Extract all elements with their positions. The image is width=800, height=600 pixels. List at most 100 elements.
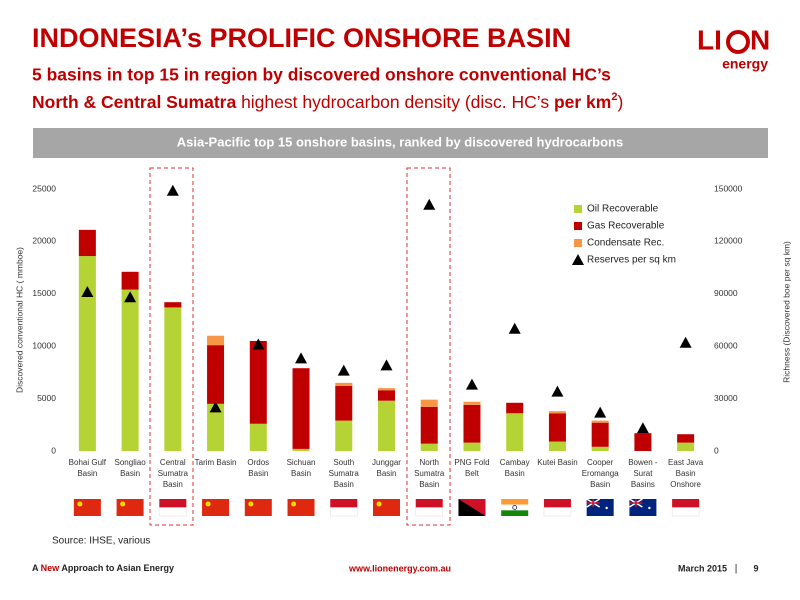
flag-part (648, 506, 651, 510)
flag (202, 499, 230, 516)
flag-part (205, 501, 211, 507)
bar (591, 446, 609, 451)
flag-part (501, 504, 529, 511)
slide-title: INDONESIA’s PROLIFIC ONSHORE BASIN (32, 23, 571, 53)
y2-tick-label: 60000 (714, 340, 738, 350)
chart-title: Asia-Pacific top 15 onshore basins, rank… (177, 134, 623, 149)
logo-text: LI (697, 24, 722, 55)
bar (506, 413, 524, 451)
marker (295, 352, 308, 364)
flag (543, 499, 572, 517)
highlight-box (406, 167, 451, 526)
logo-icon (726, 30, 750, 54)
x-tick-label: Kutei Basin (537, 458, 578, 467)
bar (463, 404, 481, 443)
subtitle-part: ) (617, 92, 623, 112)
bar (378, 388, 395, 391)
y-tick-label: 0 (51, 445, 56, 455)
flag (159, 499, 187, 517)
flag-part (373, 499, 400, 516)
subtitle-part: highest hydrocarbon density (disc. HC’s (236, 92, 554, 112)
flag-part (543, 507, 572, 517)
flag-part (77, 501, 83, 507)
y2-tick-label: 30000 (714, 393, 738, 403)
x-tick-label: North Sumatra Basin (414, 458, 445, 489)
marker (209, 401, 222, 413)
marker (81, 286, 94, 298)
flag (287, 499, 315, 516)
flag (244, 499, 272, 516)
flag-part (458, 499, 486, 516)
flag-part (330, 499, 358, 508)
highlight-box (149, 167, 194, 526)
flag-part (376, 501, 382, 507)
y2-tick-label: 120000 (714, 236, 743, 246)
x-tick-label: East Java Basin Onshore (668, 458, 704, 489)
footer-part: A (32, 563, 41, 573)
y2-axis-label: Richness (Discovered boe per sq km) (781, 241, 791, 383)
marker (124, 291, 137, 303)
legend-label: Oil Recoverable (587, 204, 659, 215)
bar (591, 422, 609, 447)
y2-tick-label: 150000 (714, 183, 743, 193)
legend-swatch (574, 222, 582, 230)
marker (551, 385, 564, 397)
x-tick-label: Bowen - Surat Basins (628, 458, 658, 489)
bar (677, 442, 695, 451)
flag-part (159, 499, 187, 508)
bar (292, 368, 310, 449)
footer-url: www.lionenergy.com.au (348, 563, 451, 573)
bar (121, 271, 139, 290)
bar (591, 420, 609, 423)
x-tick-label: Cooper Eromanga Basin (581, 458, 619, 489)
bar (335, 382, 353, 387)
flag (73, 499, 101, 516)
flag-part (501, 510, 529, 516)
page-number: 9 (753, 563, 758, 573)
bar (463, 401, 481, 405)
flag-part (244, 499, 272, 516)
flag (373, 499, 400, 516)
bar (634, 433, 652, 451)
flag (415, 499, 443, 517)
bar (335, 420, 353, 451)
x-tick-label: PNG Fold Belt (454, 458, 490, 478)
bar (378, 400, 395, 451)
subtitle-part: 2 (611, 91, 617, 103)
x-tick-label: South Sumatra Basin (328, 458, 359, 489)
bar (207, 345, 225, 404)
bar (164, 307, 182, 451)
flag-part (120, 501, 126, 507)
flag-part (543, 499, 571, 508)
bar (249, 423, 267, 451)
y-tick-label: 10000 (32, 340, 56, 350)
flag (671, 499, 700, 517)
flag-part (73, 499, 101, 516)
flag-part (415, 507, 443, 517)
flag (586, 498, 614, 516)
subtitle: North & Central Sumatra highest hydrocar… (32, 91, 623, 112)
chart-title-bar (33, 128, 768, 158)
logo-text: N (750, 24, 770, 55)
y-tick-label: 25000 (32, 183, 56, 193)
x-tick-label: Sichuan Basin (286, 458, 316, 478)
flag-part (415, 499, 443, 508)
legend-label: Reserves per sq km (587, 255, 676, 266)
x-tick-label: Cambay Basin (499, 458, 530, 478)
marker (337, 364, 350, 376)
legend-label: Gas Recoverable (587, 221, 665, 232)
bar (249, 340, 267, 424)
legend-label: Condensate Rec. (587, 238, 664, 249)
bar (335, 386, 353, 421)
bar (78, 256, 96, 451)
flag (330, 499, 358, 517)
flag (629, 498, 657, 516)
bar (548, 411, 566, 414)
bar (420, 406, 438, 444)
flag-part (291, 501, 297, 507)
bar (548, 441, 566, 451)
flag-part (248, 501, 254, 507)
y-tick-label: 20000 (32, 236, 56, 246)
